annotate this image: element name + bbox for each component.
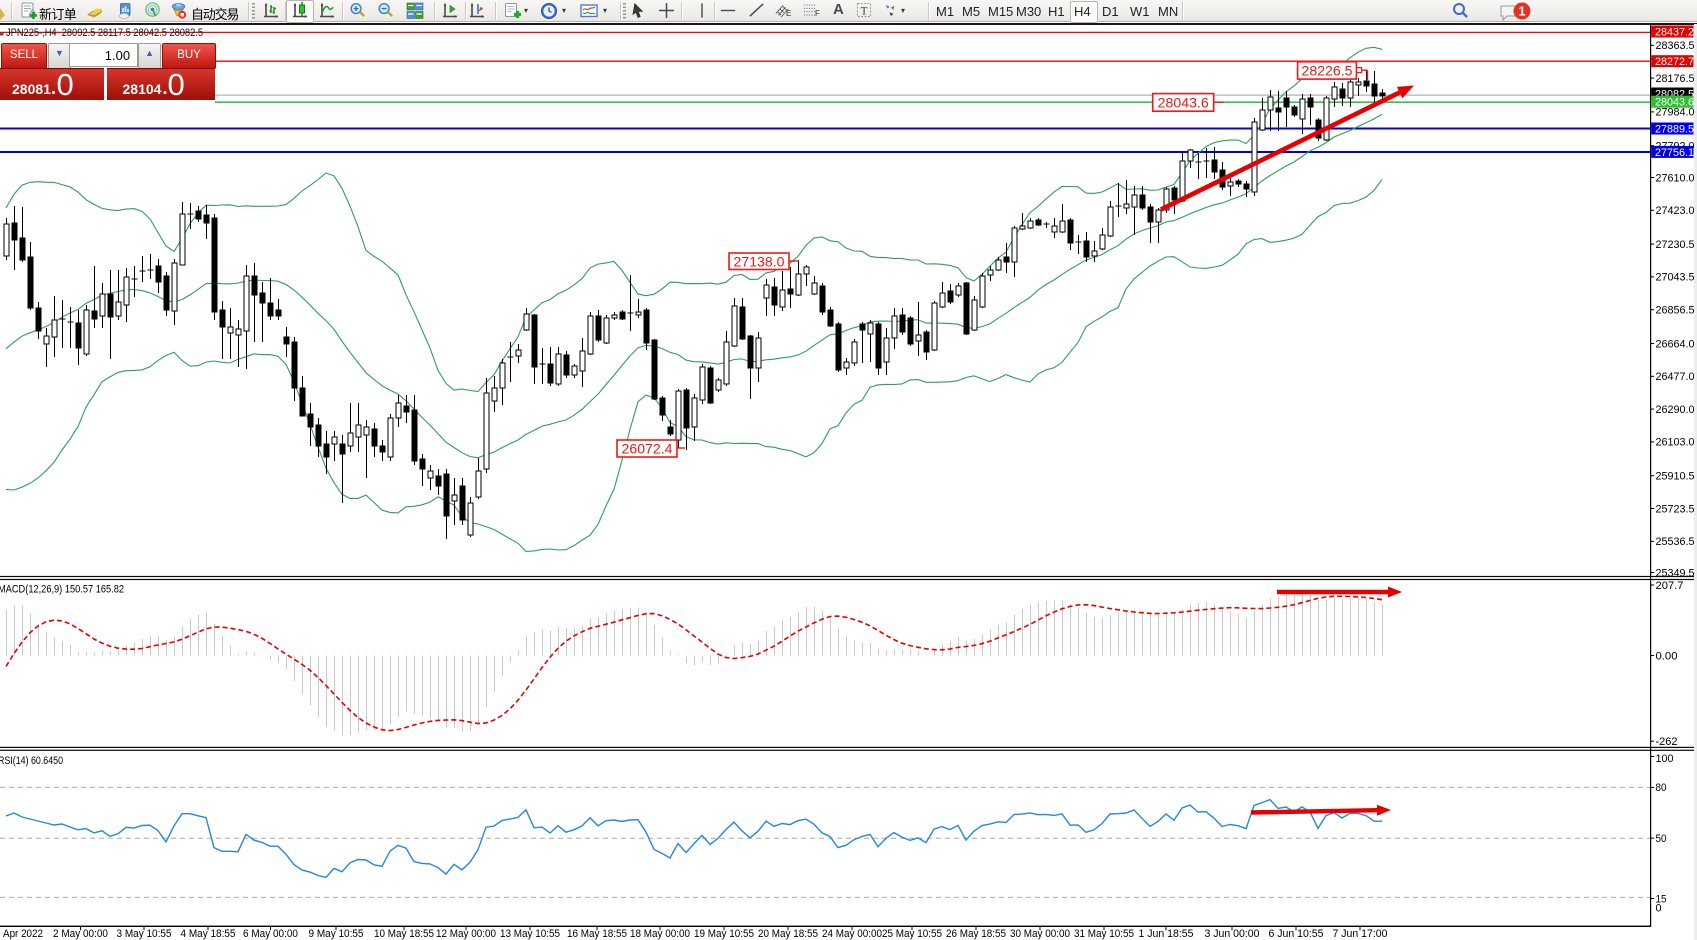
svg-text:-262: -262 [1656,736,1678,748]
svg-text:1 Jun 18:55: 1 Jun 18:55 [1139,928,1194,940]
svg-text:24 May 00:00: 24 May 00:00 [822,928,882,940]
svg-text:25723.5: 25723.5 [1656,503,1695,515]
svg-text:50: 50 [1656,833,1667,845]
svg-text:2 May 00:00: 2 May 00:00 [53,928,108,940]
svg-text:27610.0: 27610.0 [1656,172,1695,184]
svg-text:28176.5: 28176.5 [1656,73,1695,85]
svg-text:26290.0: 26290.0 [1656,404,1695,416]
svg-text:27756.1: 27756.1 [1655,147,1694,159]
svg-text:27423.0: 27423.0 [1656,205,1695,217]
svg-text:19 May 10:55: 19 May 10:55 [694,928,754,940]
svg-text:26477.0: 26477.0 [1656,371,1695,383]
svg-text:20 May 18:55: 20 May 18:55 [758,928,818,940]
svg-text:30 May 00:00: 30 May 00:00 [1010,928,1070,940]
svg-text:28272.7: 28272.7 [1655,56,1694,68]
svg-text:27043.5: 27043.5 [1656,272,1695,284]
svg-text:80: 80 [1656,782,1667,794]
svg-text:31 May 10:55: 31 May 10:55 [1074,928,1134,940]
svg-text:6 Jun 10:55: 6 Jun 10:55 [1269,928,1324,940]
svg-text:9 May 10:55: 9 May 10:55 [309,928,364,940]
svg-text:25536.5: 25536.5 [1656,536,1695,548]
svg-text:207.7: 207.7 [1656,580,1684,592]
svg-text:25 May 10:55: 25 May 10:55 [882,928,942,940]
svg-text:100: 100 [1656,753,1674,765]
svg-text:10 May 18:55: 10 May 18:55 [374,928,434,940]
svg-text:26664.0: 26664.0 [1656,338,1695,350]
svg-text:4 May 18:55: 4 May 18:55 [181,928,236,940]
svg-text:27984.0: 27984.0 [1656,107,1695,119]
svg-text:25349.5: 25349.5 [1656,567,1695,579]
svg-text:27889.5: 27889.5 [1655,124,1694,136]
svg-text:13 May 10:55: 13 May 10:55 [500,928,560,940]
svg-text:T: T [861,5,868,17]
svg-text:Apr 2022: Apr 2022 [3,928,43,940]
svg-text:27230.5: 27230.5 [1656,239,1695,251]
svg-text:28363.5: 28363.5 [1656,40,1695,52]
svg-text:0.00: 0.00 [1656,650,1678,662]
svg-text:28226.5: 28226.5 [1302,62,1353,78]
svg-text:MACD(12,26,9) 150.57 165.82: MACD(12,26,9) 150.57 165.82 [0,584,124,596]
svg-text:6 May 00:00: 6 May 00:00 [243,928,298,940]
svg-text:7 Jun 17:00: 7 Jun 17:00 [1333,928,1388,940]
svg-text:28043.6: 28043.6 [1158,94,1209,110]
svg-text:3 Jun 00:00: 3 Jun 00:00 [1205,928,1260,940]
svg-text:0: 0 [1656,903,1662,915]
svg-text:26072.4: 26072.4 [622,441,673,457]
svg-text:JPN225-,H4 28092.5 28117.5 28: JPN225-,H4 28092.5 28117.5 28042.5 28082… [6,27,203,39]
svg-text:12 May 00:00: 12 May 00:00 [436,928,496,940]
svg-text:27138.0: 27138.0 [734,253,785,269]
svg-text:1: 1 [1518,4,1525,19]
svg-text:28043.6: 28043.6 [1655,97,1694,109]
svg-text:28437.2: 28437.2 [1655,27,1694,39]
svg-text:3 May 10:55: 3 May 10:55 [117,928,172,940]
svg-text:25910.5: 25910.5 [1656,471,1695,483]
svg-text:16 May 18:55: 16 May 18:55 [567,928,627,940]
svg-text:15: 15 [1656,893,1667,905]
svg-text:26856.5: 26856.5 [1656,305,1695,317]
svg-text:RSI(14) 60.6450: RSI(14) 60.6450 [0,755,63,767]
svg-text:26103.0: 26103.0 [1656,437,1695,449]
svg-text:26 May 18:55: 26 May 18:55 [946,928,1006,940]
svg-text:18 May 00:00: 18 May 00:00 [630,928,690,940]
